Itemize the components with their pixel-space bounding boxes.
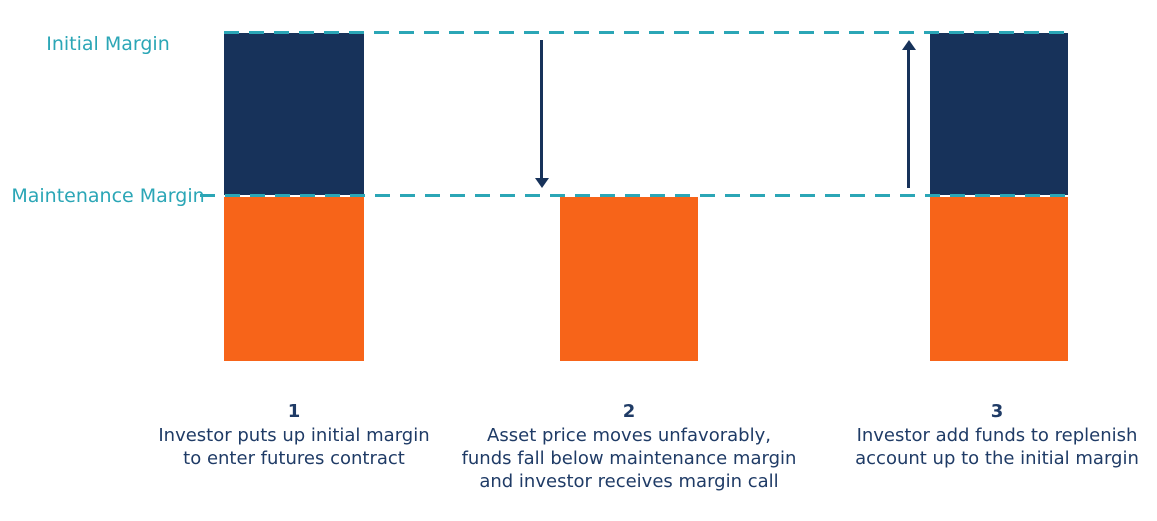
initial-margin-label: Initial Margin [46,33,170,55]
step3-bar-initial-segment [930,33,1068,195]
step2-caption: 2 Asset price moves unfavorably, funds f… [444,400,814,493]
maintenance-margin-label: Maintenance Margin [11,185,205,207]
step1-caption-line: Investor puts up initial margin [158,425,430,446]
step1-number: 1 [287,401,301,422]
step1-caption-line: to enter futures contract [183,448,405,469]
step2-caption-line: funds fall below maintenance margin [461,448,797,469]
step3-bar-below-maintenance-segment [930,197,1068,361]
step2-caption-line: and investor receives margin call [479,471,779,492]
arrow-head-down-icon [535,178,549,188]
arrow-shaft [540,40,543,179]
step1-bar-below-maintenance-segment [224,197,364,361]
initial-margin-dashed-line [224,31,1069,34]
step2-number: 2 [622,401,636,422]
replenish-arrow-icon [902,40,916,188]
step1-bar-initial-segment [224,33,364,195]
step1-caption: 1 Investor puts up initial margin to ent… [114,400,474,470]
price-drop-arrow-icon [535,40,549,188]
step3-caption: 3 Investor add funds to replenish accoun… [817,400,1157,470]
arrow-head-up-icon [902,40,916,50]
arrow-shaft [907,49,910,188]
maintenance-margin-dashed-line [200,194,1069,197]
step2-caption-line: Asset price moves unfavorably, [487,425,771,446]
step3-number: 3 [990,401,1004,422]
step3-caption-line: account up to the initial margin [855,448,1139,469]
step2-bar-below-maintenance-segment [560,197,698,361]
step3-caption-line: Investor add funds to replenish [856,425,1138,446]
